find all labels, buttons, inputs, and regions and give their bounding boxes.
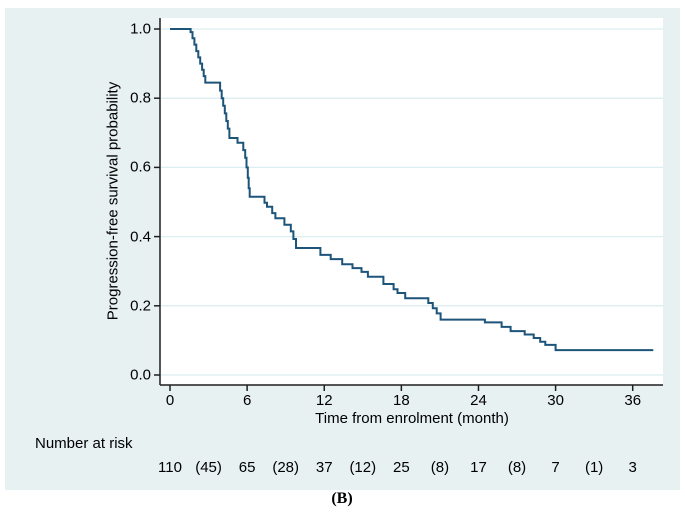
x-tick-label: 36 [624,392,642,409]
y-axis-title: Progression-free survival probability [104,81,122,321]
y-tick-label: 1.0 [130,20,151,38]
plot-area [160,18,663,385]
risk-count: 25 [393,459,410,476]
survival-step-curve [170,28,654,352]
risk-count: (28) [272,459,300,476]
risk-count: 37 [315,459,333,476]
x-tick-label: 6 [242,392,252,409]
risk-count: 110 [158,459,182,476]
risk-count: (8) [430,459,450,476]
y-tick-label: 0.6 [130,158,151,176]
x-tick-label: 12 [315,392,333,409]
panel-caption: (B) [331,490,353,507]
risk-count: 7 [551,459,560,476]
y-tick-label: 0.0 [130,366,151,384]
risk-count: 3 [628,459,637,476]
x-tick-label: 30 [547,392,564,409]
risk-count: 17 [470,459,487,476]
x-tick-label: 0 [165,392,175,409]
risk-count: (1) [584,459,604,476]
y-tick-label: 0.4 [130,228,151,246]
x-tick-label: 18 [393,392,410,409]
risk-count: (12) [349,459,377,476]
x-axis-title: Time from enrolment (month) [315,410,509,427]
risk-count: 65 [238,459,256,476]
risk-count: (45) [195,459,222,476]
y-tick-label: 0.2 [130,297,151,315]
x-tick-label: 24 [470,392,487,409]
y-tick-label: 0.8 [130,89,151,107]
number-at-risk-label: Number at risk [35,435,133,452]
risk-count: (8) [507,459,527,476]
